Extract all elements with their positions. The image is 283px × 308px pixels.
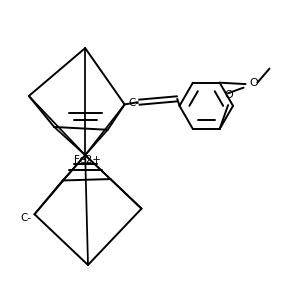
Text: C-: C- xyxy=(129,98,140,108)
Text: Fe2+: Fe2+ xyxy=(74,155,101,165)
Text: O: O xyxy=(224,90,233,100)
Text: C-: C- xyxy=(20,213,31,224)
Text: O: O xyxy=(250,78,259,88)
